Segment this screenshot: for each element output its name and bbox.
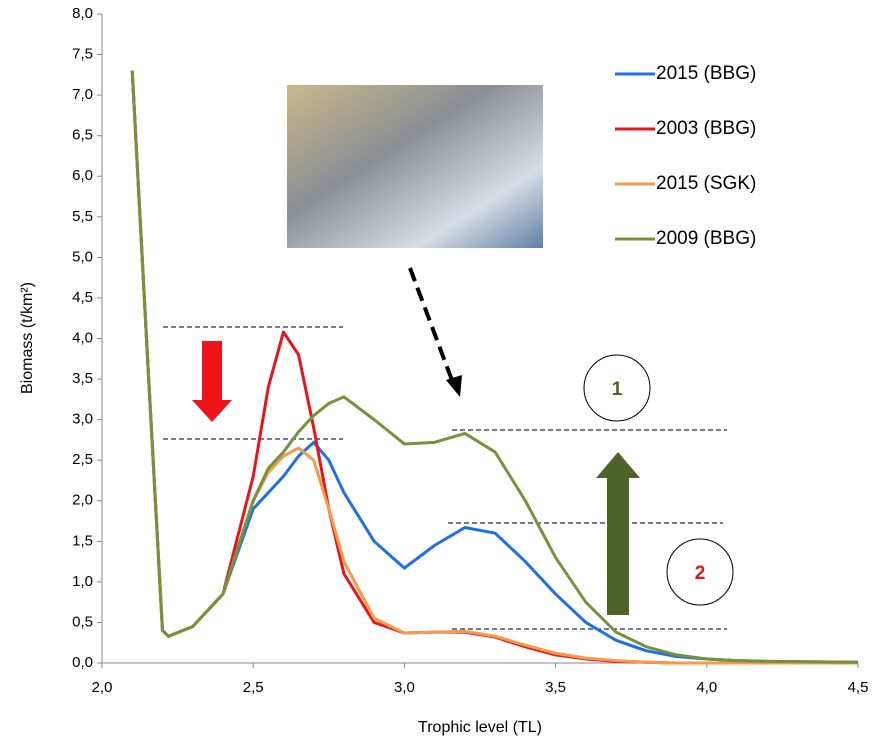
x-tick-label: 3,5 <box>545 679 566 696</box>
y-tick-label: 2,5 <box>72 451 93 468</box>
reference-lines <box>163 326 727 630</box>
photo <box>287 85 543 248</box>
circle-2 <box>666 538 734 606</box>
x-tick-label: 4,5 <box>848 679 869 696</box>
annotation: 1 <box>612 379 623 400</box>
arrow-head <box>446 375 462 397</box>
y-tick-label: 4,0 <box>72 329 93 346</box>
y-tick-label: 8,0 <box>72 5 93 22</box>
legend-label: 2009 (BBG) <box>656 228 756 249</box>
red-arrow <box>192 341 232 422</box>
x-axis-label: Trophic level (TL) <box>418 719 542 736</box>
y-tick-label: 1,5 <box>72 532 93 549</box>
y-tick-label: 0,0 <box>72 654 93 671</box>
x-tick-label: 3,0 <box>394 679 415 696</box>
dashed-arrow <box>408 267 455 384</box>
x-tick-label: 4,0 <box>696 679 717 696</box>
x-tick-label: 2,5 <box>243 679 264 696</box>
series-line <box>130 70 859 664</box>
legend-label: 2003 (BBG) <box>656 118 756 139</box>
y-tick-label: 3,0 <box>72 411 93 428</box>
legend-label: 2015 (SGK) <box>656 173 756 194</box>
y-tick-label: 2,0 <box>72 492 93 509</box>
y-tick-label: 6,5 <box>72 127 93 144</box>
y-tick-label: 7,5 <box>72 46 93 63</box>
y-tick-label: 1,0 <box>72 573 93 590</box>
annotation: 2 <box>695 563 706 584</box>
y-tick-label: 5,5 <box>72 208 93 225</box>
circle-1 <box>583 354 651 422</box>
green-arrow <box>596 452 640 615</box>
y-tick-label: 7,0 <box>72 86 93 103</box>
legend-label: 2015 (BBG) <box>656 63 756 84</box>
x-tick-label: 2,0 <box>92 679 113 696</box>
y-axis-label: Biomass (t/km²) <box>19 282 36 394</box>
y-tick-label: 6,0 <box>72 167 93 184</box>
y-tick-label: 4,5 <box>72 289 93 306</box>
y-tick-label: 0,5 <box>72 613 93 630</box>
y-tick-label: 3,5 <box>72 370 93 387</box>
y-tick-label: 5,0 <box>72 248 93 265</box>
